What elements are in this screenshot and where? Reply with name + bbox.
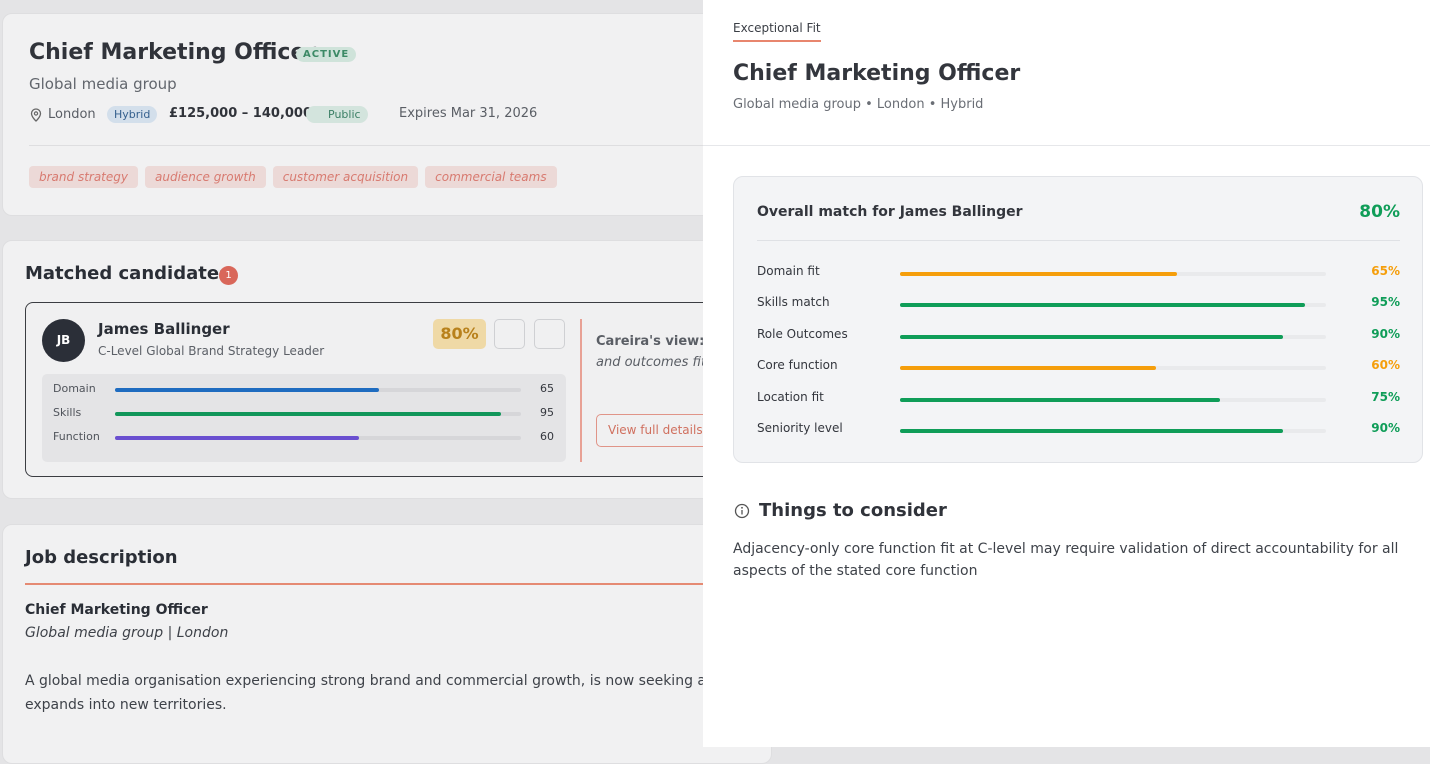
candidate-name: James Ballinger [98, 320, 230, 338]
metric-track [900, 303, 1326, 308]
view-text: and outcomes fit [596, 355, 707, 370]
metric-value: 60% [1371, 358, 1400, 373]
match-box: Overall match for James Ballinger 80% Do… [733, 176, 1423, 463]
work-mode: Hybrid [107, 106, 158, 123]
tag: brand strategy [29, 166, 138, 188]
candidate-headline: C-Level Global Brand Strategy Leader [98, 344, 325, 358]
score-label: Domain [53, 382, 96, 395]
job-title: Chief Marketing Officer [29, 40, 317, 65]
candidate-score: 80% [433, 319, 486, 349]
metric-name: Core function [757, 358, 838, 373]
metric-value: 65% [1371, 264, 1400, 278]
consider-text: Adjacency-only core function fit at C-le… [733, 541, 1399, 579]
score-box: Domain 65 Skills 95 Function 60 [42, 374, 566, 462]
description-line: expands into new territories. [25, 697, 227, 713]
status-badge: ACTIVE [296, 47, 357, 62]
job-card: Chief Marketing Officer ACTIVE Global me… [2, 13, 772, 216]
visibility: Public [306, 106, 368, 123]
metric-bar [900, 397, 1220, 402]
metric-name: Seniority level [757, 421, 843, 435]
match-title: Overall match for James Ballinger [757, 204, 1023, 220]
score-track [115, 388, 521, 392]
view-border [580, 319, 582, 462]
salary: £125,000 – 140,000 [169, 106, 313, 121]
score-bar [115, 388, 379, 392]
metric-track [900, 272, 1326, 276]
metric-bar [900, 334, 1284, 339]
pin-icon [30, 108, 42, 122]
panel-tab[interactable]: Exceptional Fit [733, 21, 821, 42]
score-track [115, 436, 521, 440]
score-value: 65 [540, 382, 554, 395]
dismiss-button[interactable] [534, 319, 565, 349]
tag: commercial teams [425, 166, 557, 188]
metric-track [900, 334, 1326, 339]
score-track [115, 412, 521, 416]
metric-value: 75% [1371, 389, 1400, 404]
metric-bar [900, 272, 1177, 276]
divider [757, 240, 1400, 241]
avatar: JB [42, 319, 85, 362]
bookmark-button[interactable] [494, 319, 525, 349]
score-label: Skills [53, 406, 82, 419]
location: London [48, 107, 96, 122]
metric-track [900, 429, 1326, 433]
metric-value: 90% [1371, 421, 1400, 435]
metric-bar [900, 303, 1305, 308]
tag: customer acquisition [272, 166, 419, 188]
score-value: 95 [540, 406, 554, 419]
panel-subtitle: Global media group • London • Hybrid [733, 97, 984, 112]
metric-track [900, 397, 1326, 402]
view-label: Careira's view: [596, 334, 705, 349]
consider-title: Things to consider [759, 500, 947, 521]
metric-name: Location fit [757, 389, 824, 404]
matches-title: Matched candidates [25, 263, 230, 284]
metric-value: 90% [1371, 326, 1400, 341]
description-heading: Chief Marketing Officer [25, 602, 208, 618]
divider [25, 583, 765, 585]
metric-bar [900, 429, 1284, 433]
overall-score: 80% [1359, 202, 1400, 222]
metric-bar [900, 366, 1156, 371]
score-label: Function [53, 430, 100, 443]
description-card: Job description Chief Marketing Officer … [2, 524, 772, 764]
matches-card: Matched candidates 1 JB James Ballinger … [2, 240, 785, 499]
description-title: Job description [25, 547, 178, 568]
metric-track [900, 366, 1326, 371]
description-subheading: Global media group | London [25, 625, 229, 641]
score-bar [115, 436, 359, 440]
metric-value: 95% [1371, 295, 1400, 310]
panel-title: Chief Marketing Officer [733, 61, 1021, 86]
metric-name: Skills match [757, 295, 830, 310]
candidate-card[interactable]: JB James Ballinger C-Level Global Brand … [25, 302, 785, 477]
info-icon [734, 503, 750, 519]
side-panel: Exceptional Fit Chief Marketing Officer … [703, 0, 1430, 747]
match-count: 1 [219, 266, 238, 285]
metric-name: Role Outcomes [757, 326, 848, 341]
expires: Expires Mar 31, 2026 [399, 106, 538, 121]
divider [703, 145, 1430, 146]
score-bar [115, 412, 501, 416]
metric-name: Domain fit [757, 264, 820, 278]
score-value: 60 [540, 430, 554, 443]
divider [29, 145, 769, 146]
company: Global media group [29, 75, 177, 93]
description-line: A global media organisation experiencing… [25, 673, 746, 689]
tag: audience growth [145, 166, 266, 188]
